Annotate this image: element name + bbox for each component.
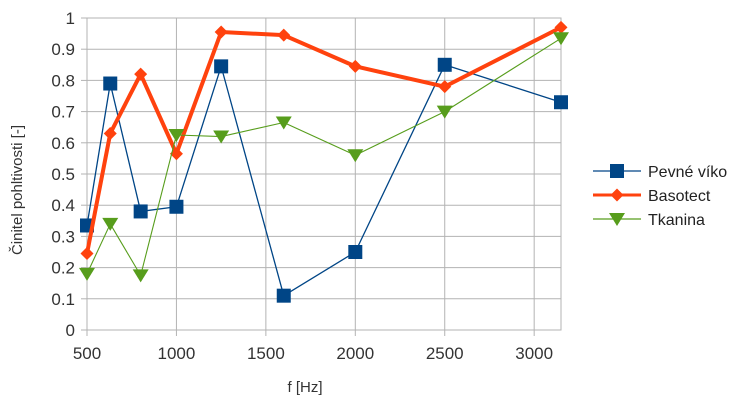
y-tick-label: 0.3 [51,227,75,246]
data-point [347,149,364,163]
legend-marker [610,164,624,178]
data-point [169,147,183,161]
y-tick-label: 0.2 [51,259,75,278]
legend-label: Pevné víko [648,164,727,181]
data-point [436,105,453,119]
data-point [102,217,119,231]
data-point [554,95,568,110]
legend-marker [610,188,624,202]
data-point [132,269,149,283]
legend-item: Tkanina [593,212,705,229]
data-point [213,130,230,144]
legend-item: Basotect [593,188,711,205]
data-point [276,288,291,303]
data-point [275,116,292,130]
data-point [277,28,291,42]
y-tick-label: 0.4 [51,196,75,215]
x-tick-label: 1500 [247,344,285,363]
data-point [169,199,184,214]
x-axis-title: f [Hz] [287,379,322,396]
x-tick-label: 500 [73,344,101,363]
data-point [553,32,569,46]
data-point [134,67,148,81]
series-3 [79,32,569,283]
legend-item: Pevné víko [593,164,727,181]
x-tick-label: 2000 [336,344,374,363]
y-tick-label: 0.9 [51,40,75,59]
data-point [348,245,363,259]
data-point [438,80,452,94]
legend-label: Tkanina [648,212,705,229]
y-tick-label: 0 [66,321,75,340]
data-point [348,59,362,73]
data-point [554,20,568,34]
y-tick-label: 0.1 [51,290,75,309]
data-point [103,76,118,91]
series-1 [80,57,568,303]
data-point [437,57,452,72]
legend-label: Basotect [648,188,711,205]
y-tick-label: 0.5 [51,165,75,184]
data-point [103,126,117,140]
y-tick-label: 0.6 [51,134,75,153]
series-line [86,37,562,276]
x-tick-label: 2500 [426,344,464,363]
data-point [133,204,148,219]
series-group [79,20,569,303]
data-point [80,247,94,261]
data-point [214,25,228,39]
series-line [86,64,562,297]
y-tick-label: 0.8 [51,71,75,90]
y-tick-label: 0.7 [51,103,75,122]
data-point [214,59,229,74]
data-point [168,129,185,142]
legend: Pevné víko Basotect Tkanina [593,164,727,229]
y-axis-title: Činitel pohltivosti [-] [9,125,26,255]
series-2 [80,20,568,261]
x-tick-label: 3000 [515,344,553,363]
y-tick-label: 1 [66,9,75,28]
legend-marker [609,213,625,226]
x-tick-label: 1000 [158,344,196,363]
data-point [79,267,95,281]
